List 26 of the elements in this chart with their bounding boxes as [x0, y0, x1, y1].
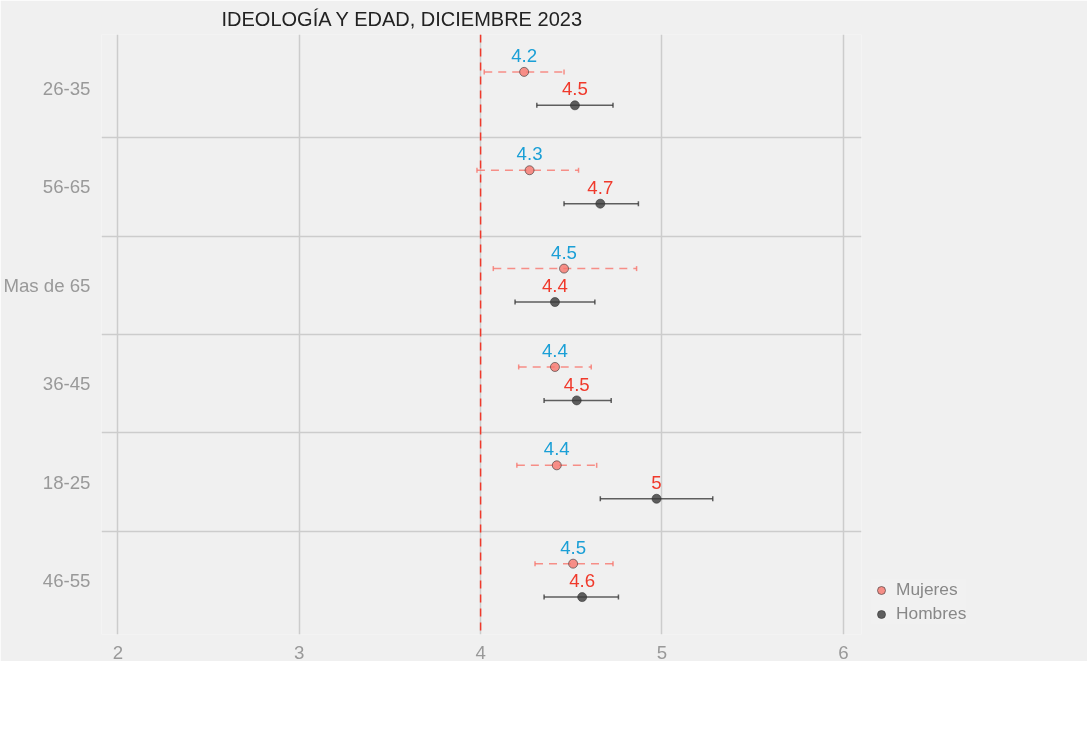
data-label: 4.7: [587, 176, 614, 198]
legend-label: Mujeres: [896, 579, 958, 600]
data-label: 4.4: [541, 340, 568, 362]
data-label: 4.5: [561, 78, 588, 100]
data-label: 4.5: [563, 373, 590, 395]
y-tick-label: 46-55: [42, 569, 91, 591]
y-tick-label: 56-65: [42, 176, 91, 198]
y-tick-label: 18-25: [42, 471, 91, 493]
x-tick-label: 5: [656, 641, 668, 663]
y-tick-label: 26-35: [42, 78, 91, 100]
data-label: 5: [651, 471, 662, 493]
y-tick-label: 36-45: [42, 373, 91, 395]
x-tick-label: 6: [838, 641, 849, 663]
x-tick-label: 2: [112, 641, 124, 663]
data-label: 4.4: [541, 275, 568, 297]
data-label: 4.6: [569, 570, 596, 592]
data-label: 4.3: [516, 143, 543, 165]
data-label: 4.4: [543, 438, 570, 460]
data-label: 4.2: [511, 45, 538, 67]
legend-label: Hombres: [896, 603, 967, 624]
data-label: 4.5: [560, 536, 587, 558]
chart-title: IDEOLOGÍA Y EDAD, DICIEMBRE 2023: [221, 7, 583, 30]
x-tick-label: 4: [475, 641, 486, 663]
y-tick-label: Mas de 65: [3, 274, 91, 296]
x-tick-label: 3: [294, 641, 305, 663]
data-label: 4.5: [551, 241, 577, 263]
